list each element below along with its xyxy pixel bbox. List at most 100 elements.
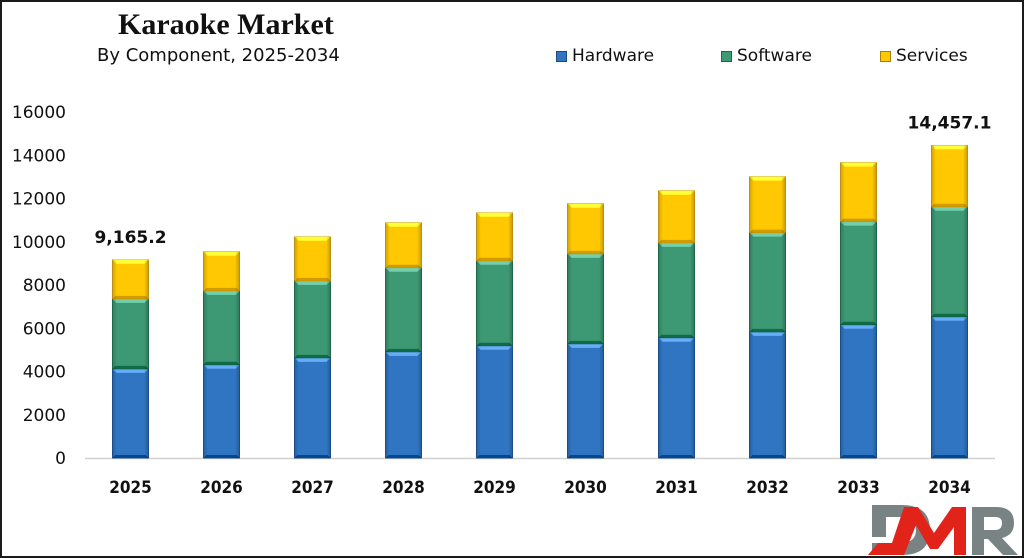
bars bbox=[112, 144, 968, 459]
bar-segment-hardware[interactable] bbox=[294, 357, 331, 459]
bar-segment-services[interactable] bbox=[203, 251, 240, 292]
y-axis: 0 2000 4000 6000 8000 10000 12000 14000 16000 bbox=[12, 103, 66, 469]
x-tick-label: 2033 bbox=[837, 478, 880, 498]
bar-segment-services[interactable] bbox=[840, 162, 877, 223]
bar-side-shade bbox=[658, 337, 695, 458]
bar-stack-2027 bbox=[294, 236, 331, 459]
x-axis: 2025 2026 2027 2028 2029 2030 2031 2032 2033 2034 bbox=[85, 457, 995, 498]
bar-segment-services[interactable] bbox=[749, 176, 786, 234]
bar-segment-hardware[interactable] bbox=[567, 343, 604, 459]
bar-stack-2032 bbox=[749, 176, 786, 459]
bar-segment-hardware[interactable] bbox=[840, 324, 877, 459]
legend-swatch-services bbox=[880, 50, 891, 62]
bar-segment-software[interactable] bbox=[476, 260, 513, 347]
dmr-logo bbox=[868, 505, 1018, 555]
y-tick-label: 16000 bbox=[12, 103, 66, 123]
bar-segment-services[interactable] bbox=[476, 212, 513, 262]
bar-segment-services[interactable] bbox=[112, 259, 149, 300]
bar-segment-software[interactable] bbox=[203, 290, 240, 366]
total-label-2025: 9,165.2 bbox=[94, 228, 166, 248]
bar-stack-2026 bbox=[203, 251, 240, 459]
bar-side-shade bbox=[112, 368, 149, 458]
bar-stack-2034 bbox=[931, 144, 968, 459]
y-tick-label: 0 bbox=[55, 449, 66, 469]
legend-label-services: Services bbox=[896, 46, 968, 66]
bar-side-shade bbox=[294, 280, 331, 358]
logo-letter-m bbox=[868, 507, 966, 555]
y-tick-label: 10000 bbox=[12, 233, 66, 253]
chart-subtitle: By Component, 2025-2034 bbox=[97, 45, 340, 66]
x-tick-label: 2031 bbox=[655, 478, 698, 498]
bar-segment-hardware[interactable] bbox=[203, 364, 240, 459]
bar-side-shade bbox=[112, 259, 149, 299]
bar-side-shade bbox=[931, 316, 968, 458]
bar-side-shade bbox=[931, 145, 968, 207]
bar-segment-hardware[interactable] bbox=[476, 345, 513, 459]
bar-side-shade bbox=[385, 351, 422, 458]
annotations: 9,165.2 14,457.1 bbox=[94, 113, 991, 247]
bar-segment-hardware[interactable] bbox=[658, 337, 695, 459]
y-tick-label: 4000 bbox=[23, 363, 66, 383]
bar-segment-hardware[interactable] bbox=[112, 368, 149, 459]
bar-segment-software[interactable] bbox=[658, 242, 695, 339]
bar-side-shade bbox=[840, 324, 877, 458]
y-tick-label: 14000 bbox=[12, 146, 66, 166]
bar-side-shade bbox=[658, 190, 695, 243]
bar-segment-services[interactable] bbox=[294, 236, 331, 282]
bar-side-shade bbox=[658, 242, 695, 338]
legend-swatch-software bbox=[721, 50, 732, 62]
bar-side-shade bbox=[112, 298, 149, 369]
x-tick-label: 2025 bbox=[109, 478, 152, 498]
bar-side-shade bbox=[749, 331, 786, 458]
bar-segment-services[interactable] bbox=[385, 222, 422, 269]
legend: Hardware Software Services bbox=[0, 46, 1024, 70]
bar-segment-services[interactable] bbox=[658, 190, 695, 244]
x-tick-label: 2029 bbox=[473, 478, 516, 498]
bar-segment-software[interactable] bbox=[112, 298, 149, 370]
bar-side-shade bbox=[385, 267, 422, 352]
bar-segment-software[interactable] bbox=[294, 280, 331, 359]
bar-side-shade bbox=[203, 251, 240, 291]
bar-segment-software[interactable] bbox=[931, 206, 968, 318]
bar-segment-hardware[interactable] bbox=[385, 351, 422, 459]
logo-letter-r bbox=[972, 507, 1018, 555]
legend-item-software[interactable]: Software bbox=[721, 46, 812, 66]
total-label-2034: 14,457.1 bbox=[908, 113, 992, 133]
bar-stack-2033 bbox=[840, 162, 877, 459]
bar-segment-software[interactable] bbox=[749, 232, 786, 333]
bar-segment-software[interactable] bbox=[385, 267, 422, 353]
x-tick-label: 2034 bbox=[928, 478, 971, 498]
y-tick-label: 8000 bbox=[23, 276, 66, 296]
bar-stack-2025 bbox=[112, 259, 149, 459]
bar-side-shade bbox=[749, 176, 786, 233]
bar-side-shade bbox=[385, 222, 422, 268]
bar-side-shade bbox=[840, 162, 877, 222]
bar-side-shade bbox=[294, 236, 331, 281]
legend-label-hardware: Hardware bbox=[572, 46, 655, 66]
bar-side-shade bbox=[931, 206, 968, 317]
x-tick-label: 2027 bbox=[291, 478, 334, 498]
bar-side-shade bbox=[203, 364, 240, 458]
bar-stack-2029 bbox=[476, 212, 513, 459]
x-tick-label: 2026 bbox=[200, 478, 243, 498]
bar-stack-2031 bbox=[658, 190, 695, 459]
legend-item-hardware[interactable]: Hardware bbox=[556, 46, 654, 66]
bar-segment-hardware[interactable] bbox=[749, 331, 786, 459]
bar-segment-services[interactable] bbox=[567, 203, 604, 255]
bar-side-shade bbox=[203, 290, 240, 365]
bar-side-shade bbox=[476, 260, 513, 346]
legend-swatch-hardware bbox=[556, 50, 567, 62]
y-tick-label: 12000 bbox=[12, 190, 66, 210]
bar-segment-hardware[interactable] bbox=[931, 316, 968, 459]
bar-side-shade bbox=[294, 357, 331, 458]
bar-side-shade bbox=[567, 203, 604, 254]
y-tick-label: 2000 bbox=[23, 406, 66, 426]
bar-segment-software[interactable] bbox=[567, 253, 604, 345]
legend-item-services[interactable]: Services bbox=[880, 46, 968, 66]
bar-segment-services[interactable] bbox=[931, 144, 968, 208]
x-tick-label: 2030 bbox=[564, 478, 607, 498]
y-tick-label: 6000 bbox=[23, 319, 66, 339]
chart-title: Karaoke Market bbox=[118, 8, 334, 41]
bar-segment-software[interactable] bbox=[840, 221, 877, 326]
